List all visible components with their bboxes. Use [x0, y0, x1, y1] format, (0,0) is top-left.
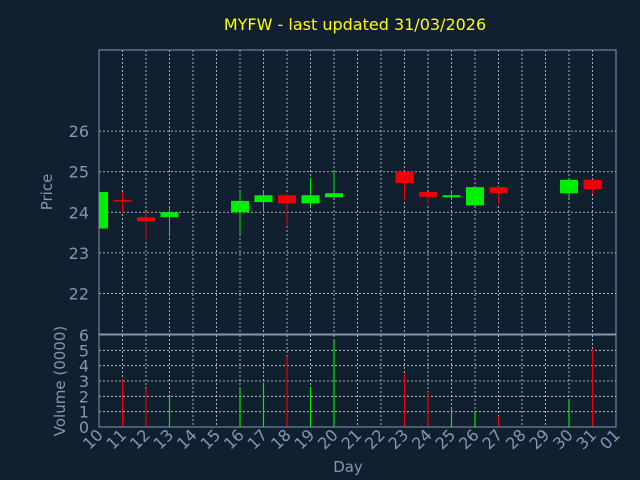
candle-body	[231, 200, 249, 213]
volume-axis-label: Volume (0000)	[51, 326, 69, 436]
candle	[395, 171, 414, 201]
volume-tick-label: 0	[79, 418, 89, 437]
candle-body	[560, 179, 578, 194]
volume-tick-label: 1	[79, 403, 89, 422]
candle	[419, 192, 437, 205]
volume-tick-label: 4	[79, 357, 89, 376]
chart-title: MYFW - last updated 31/03/2026	[224, 15, 486, 34]
volume-tick-label: 2	[79, 387, 89, 406]
candle	[301, 177, 320, 207]
candle-body	[489, 187, 508, 194]
candle-body	[137, 217, 155, 222]
candle	[113, 192, 132, 213]
price-tick-label: 26	[69, 122, 89, 141]
candle	[325, 171, 343, 198]
candle-body	[466, 187, 484, 206]
volume-tick-label: 6	[79, 326, 89, 345]
candle-body	[419, 192, 437, 197]
candle-body	[395, 171, 414, 184]
candle	[254, 189, 273, 213]
price-tick-label: 24	[69, 203, 89, 222]
candle-body	[99, 192, 108, 229]
candle-body	[301, 195, 320, 204]
candle	[160, 208, 179, 237]
volume-tick-label: 3	[79, 372, 89, 391]
candle-body	[278, 195, 296, 204]
candle	[489, 187, 508, 205]
candle-body	[113, 200, 132, 202]
candle	[231, 192, 249, 235]
price-candles	[98, 171, 602, 241]
candle	[137, 212, 155, 241]
candle-body	[325, 193, 343, 198]
candle-body	[254, 195, 273, 203]
day-axis-label: Day	[333, 458, 363, 476]
candle	[442, 189, 461, 201]
candle-body	[160, 212, 179, 218]
day-tick-labels: 1011121314151617181920212223242526272829…	[79, 425, 624, 453]
price-tick-label: 25	[69, 163, 89, 182]
volume-panel-frame	[98, 334, 617, 428]
price-axis-label: Price	[38, 174, 56, 211]
candle	[583, 179, 602, 195]
candle	[278, 194, 296, 227]
volume-tick-label: 5	[79, 341, 89, 360]
candle	[466, 187, 484, 207]
candle	[98, 192, 108, 229]
candle	[560, 179, 578, 199]
price-panel-frame	[98, 49, 617, 335]
price-tick-label: 23	[69, 244, 89, 263]
candle-body	[583, 179, 602, 190]
price-tick-label: 22	[69, 284, 89, 303]
price-tick-labels: 22 23 24 25 26	[69, 122, 89, 303]
volume-bars	[121, 339, 594, 427]
candle-body	[442, 195, 461, 198]
